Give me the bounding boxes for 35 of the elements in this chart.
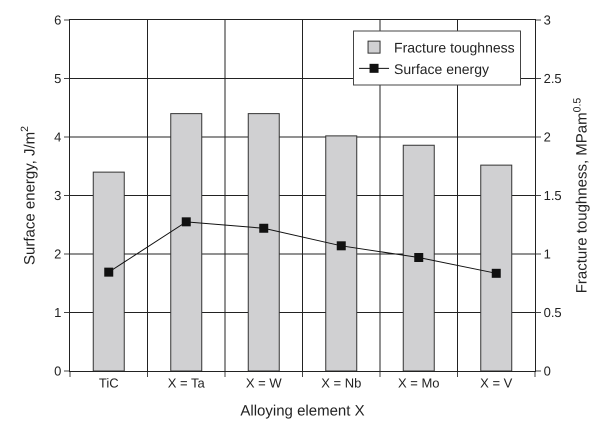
x-tick-label: TiC (98, 376, 119, 391)
y2-tick-label: 0 (544, 364, 551, 379)
bar (170, 113, 202, 371)
y-tick-label: 0 (54, 364, 62, 379)
bar (248, 113, 280, 371)
point (336, 241, 346, 250)
bar (92, 172, 125, 371)
y-tick-label: 2 (54, 246, 62, 262)
y2-tick-label: 1 (544, 246, 551, 262)
x-tick-label: X = W (246, 376, 282, 391)
x-tick-label: X = V (480, 376, 513, 391)
y2-tick-label: 3 (544, 12, 551, 28)
legend-label: Surface energy (394, 60, 490, 77)
point (492, 268, 501, 278)
x-tick-label: X = Nb (321, 376, 362, 391)
point (104, 268, 114, 277)
point (259, 224, 268, 233)
bar (402, 144, 435, 371)
point (414, 253, 424, 262)
y-tick-label: 3 (54, 188, 62, 204)
y2-tick-label: 1.5 (544, 188, 562, 204)
point (182, 217, 191, 226)
bar (480, 164, 512, 371)
y-tick-label: 5 (54, 71, 62, 86)
y2-tick-label: 2 (544, 130, 551, 145)
x-tick-label: X = Mo (398, 376, 440, 391)
x-axis-title: Alloying element X (240, 402, 365, 420)
y2-tick-label: 0.5 (544, 305, 562, 320)
y2-tick-label: 2.5 (544, 71, 562, 86)
y-tick-label: 6 (54, 12, 62, 28)
legend-label: Fracture toughness (394, 40, 515, 56)
y-tick-label: 4 (54, 130, 62, 145)
bar (325, 135, 358, 371)
y-tick-label: 1 (54, 305, 62, 320)
x-tick-label: X = Ta (168, 376, 206, 391)
